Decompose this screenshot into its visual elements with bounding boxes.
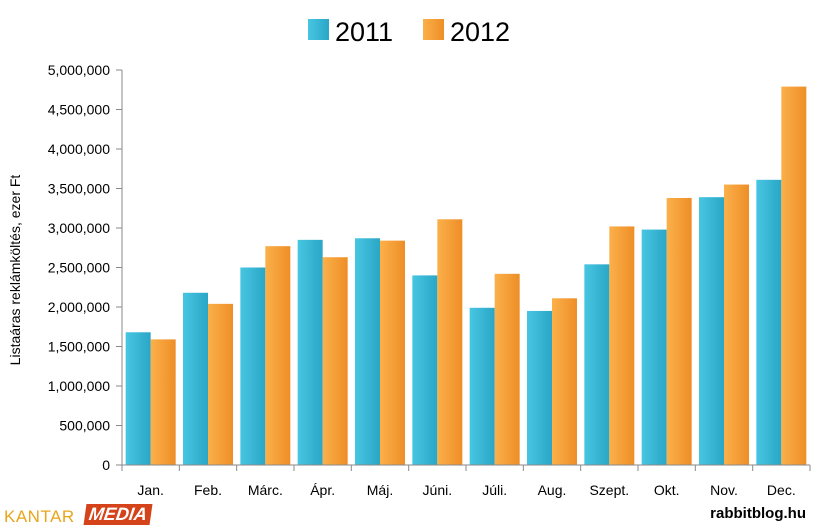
y-tick-label: 3,500,000: [48, 181, 110, 197]
x-tick-label: Márc.: [248, 482, 283, 498]
bar-2012-3: [265, 246, 291, 465]
bar-2011-1: [125, 332, 151, 465]
media-logo-text: MEDIA: [83, 504, 153, 525]
bars: [125, 86, 807, 466]
y-tick-label: 3,000,000: [48, 220, 110, 236]
legend-label-2011: 2011: [335, 17, 393, 47]
y-tick-label: 1,500,000: [48, 339, 110, 355]
y-tick-label: 4,000,000: [48, 141, 110, 157]
bar-2011-3: [240, 267, 266, 465]
x-tick-label: Feb.: [194, 482, 222, 498]
bar-2012-10: [666, 197, 692, 466]
bar-2012-7: [494, 273, 520, 465]
x-tick-label: Szept.: [589, 482, 629, 498]
x-tick-label: Aug.: [538, 482, 567, 498]
y-tick-label: 2,500,000: [48, 260, 110, 276]
y-tick-label: 0: [102, 457, 110, 473]
legend-swatch-2012: [423, 19, 444, 40]
legend-label-2012: 2012: [450, 17, 510, 47]
bar-2011-12: [756, 179, 782, 465]
y-axis-label: Listaáras reklámköltés, ezer Ft: [7, 175, 23, 366]
kantar-logo-text: KANTAR: [4, 507, 75, 526]
legend: 2011 2012: [308, 17, 510, 47]
bar-2011-5: [355, 238, 380, 465]
bar-2011-2: [183, 292, 208, 465]
bar-2012-1: [150, 339, 176, 465]
source-credit: rabbitblog.hu: [710, 505, 806, 522]
legend-swatch-2011: [308, 19, 329, 40]
x-axis: Jan. Feb. Márc. Ápr. Máj. Júni. Júli. Aug. Szept…: [121, 464, 811, 498]
bar-2012-11: [724, 184, 749, 466]
x-tick-label: Jan.: [137, 482, 163, 498]
x-tick-label: Dec.: [767, 482, 796, 498]
y-tick-label: 1,000,000: [48, 378, 110, 394]
y-tick-label: 500,000: [59, 418, 110, 434]
y-tick-label: 4,500,000: [48, 102, 110, 118]
bar-2012-9: [609, 226, 635, 465]
bar-2012-4: [322, 257, 348, 465]
bar-2012-2: [208, 303, 233, 465]
bar-2011-7: [469, 307, 495, 465]
x-tick-label: Máj.: [367, 482, 393, 498]
y-axis: 0 500,000 1,000,000 1,500,000 2,000,000 2,500…: [48, 62, 123, 473]
x-tick-label: Nov.: [710, 482, 738, 498]
bar-2011-9: [584, 264, 610, 465]
bar-2012-12: [781, 86, 807, 465]
y-tick-label: 2,000,000: [48, 299, 110, 315]
x-tick-label: Ápr.: [310, 482, 335, 498]
bar-2012-5: [380, 240, 405, 465]
bar-2011-11: [699, 197, 724, 465]
x-tick-label: Júni.: [423, 482, 453, 498]
bar-2011-8: [527, 310, 552, 465]
bar-2012-6: [437, 219, 463, 465]
x-tick-label: Okt.: [654, 482, 680, 498]
bar-2011-4: [297, 239, 323, 465]
bar-2011-6: [412, 275, 438, 465]
x-tick-label: Júli.: [482, 482, 507, 498]
y-tick-label: 5,000,000: [48, 62, 110, 78]
bar-2011-10: [641, 229, 667, 465]
bar-2012-8: [552, 298, 577, 465]
